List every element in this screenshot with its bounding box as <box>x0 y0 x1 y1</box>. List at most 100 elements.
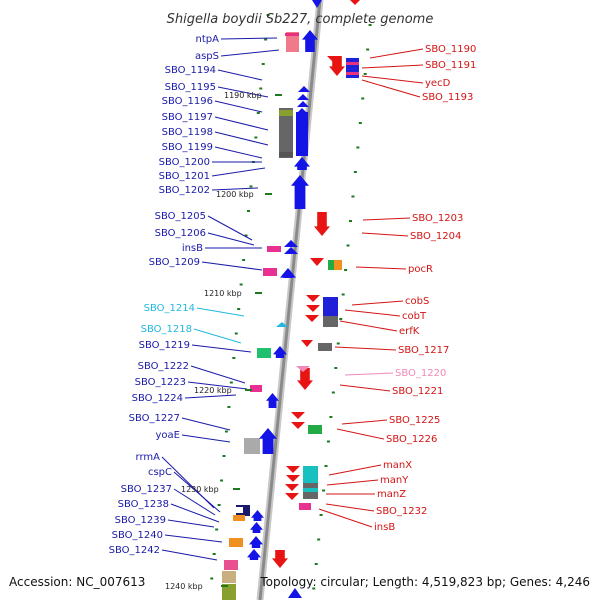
tick-dot <box>212 553 216 555</box>
gene-labels: ntpA aspS SBO_1194 SBO_1195 SBO_1196 SBO_1197… <box>109 34 477 556</box>
label-leaders <box>161 37 424 561</box>
gene-block <box>236 507 243 513</box>
tick-mark <box>221 585 228 587</box>
leader-line <box>214 100 263 113</box>
tick-dots <box>210 14 372 590</box>
gene-label-right: SBO_1226 <box>386 434 437 445</box>
tick-dot <box>220 479 224 482</box>
tick-label: 1190 kbp <box>224 91 262 100</box>
leader-line <box>344 309 401 317</box>
leader-line <box>167 519 215 528</box>
gene-label-right: SBO_1220 <box>395 368 446 379</box>
leader-line <box>207 215 253 241</box>
gene-label-right: yecD <box>425 78 451 89</box>
forward-gene-arrow <box>296 108 308 114</box>
tick-dot <box>234 332 238 335</box>
leader-line <box>361 79 421 98</box>
forward-gene-arrow <box>280 268 296 278</box>
tick-dot <box>356 146 360 149</box>
backbone <box>258 0 322 600</box>
leader-line <box>361 75 424 84</box>
forward-gene-arrow <box>273 346 287 358</box>
gene-block <box>299 503 311 510</box>
forward-gene-arrow <box>266 393 279 408</box>
gene-label-left: aspS <box>195 51 219 62</box>
tick-dot <box>329 416 333 418</box>
tick-label: 1240 kbp <box>165 582 203 591</box>
tick-dot <box>341 293 345 296</box>
gene-label-right: manY <box>380 475 409 486</box>
tick-dot <box>336 342 340 345</box>
leader-line <box>173 471 221 513</box>
gene-label-left: rrmA <box>136 452 161 463</box>
gene-block <box>296 112 308 156</box>
tick-dot <box>366 48 370 51</box>
gene-block <box>222 584 236 600</box>
leader-line <box>201 261 263 271</box>
gene-label-right: cobS <box>405 296 429 307</box>
forward-gene-arrow <box>297 94 309 100</box>
reverse-gene-arrow <box>297 368 313 390</box>
tick-dot <box>339 318 343 320</box>
leader-line <box>339 384 391 392</box>
reverse-gene-arrow <box>314 212 330 236</box>
leader-line <box>173 488 216 516</box>
tick-mark <box>255 292 262 294</box>
gene-label-right: erfK <box>399 326 420 337</box>
tick-dot <box>227 406 231 408</box>
gene-label-right: SBO_1232 <box>376 506 427 517</box>
tick-dot <box>334 367 338 369</box>
gene-block <box>263 268 277 276</box>
gene-block <box>244 438 260 454</box>
gene-block <box>224 560 238 570</box>
tick-dot <box>259 87 263 90</box>
tick-dot <box>256 112 260 114</box>
tick-label: 1200 kbp <box>216 190 254 199</box>
gene-features <box>222 0 360 600</box>
leader-line <box>181 434 231 443</box>
leader-line <box>214 116 269 131</box>
tick-dot <box>319 514 323 516</box>
reverse-gene-arrow <box>296 366 310 372</box>
leader-line <box>328 464 382 476</box>
tick-dot <box>261 63 265 65</box>
reverse-gene-arrow <box>305 315 319 322</box>
gene-label-left: SBO_1195 <box>165 82 216 93</box>
tick-dot <box>346 244 350 247</box>
tick-mark <box>275 94 282 96</box>
forward-gene-arrow <box>294 157 310 170</box>
gene-label-right: SBO_1221 <box>392 386 443 397</box>
leader-line <box>207 232 255 246</box>
gene-block <box>346 62 359 65</box>
forward-gene-arrow <box>291 175 309 209</box>
leader-line <box>318 508 373 528</box>
gene-block <box>286 32 299 52</box>
tick-mark <box>233 488 240 490</box>
gene-label-right: SBO_1225 <box>389 415 440 426</box>
leader-line <box>334 346 397 351</box>
gene-label-left: SBO_1240 <box>112 530 163 541</box>
reverse-gene-arrow <box>310 258 324 266</box>
reverse-gene-arrow <box>285 484 299 491</box>
forward-gene-arrow <box>298 86 310 92</box>
gene-block <box>233 515 245 521</box>
gene-label-right: SBO_1190 <box>425 44 476 55</box>
reverse-gene-arrow <box>327 56 341 63</box>
forward-gene-arrow <box>250 522 263 533</box>
tick-dot <box>244 234 248 237</box>
gene-block <box>279 152 293 157</box>
gene-label-left: SBO_1224 <box>132 393 183 404</box>
leader-line <box>193 328 242 344</box>
leader-line <box>344 372 394 376</box>
leader-line <box>217 86 269 98</box>
gene-label-left: SBO_1206 <box>155 228 206 239</box>
leader-line <box>170 503 220 523</box>
tick-dot <box>249 185 253 188</box>
gene-label-left: SBO_1218 <box>141 324 192 335</box>
gene-label-left: SBO_1201 <box>159 171 210 182</box>
gene-block <box>279 110 293 116</box>
leader-line <box>214 146 263 159</box>
gene-block <box>222 571 236 583</box>
leader-line <box>191 344 252 353</box>
